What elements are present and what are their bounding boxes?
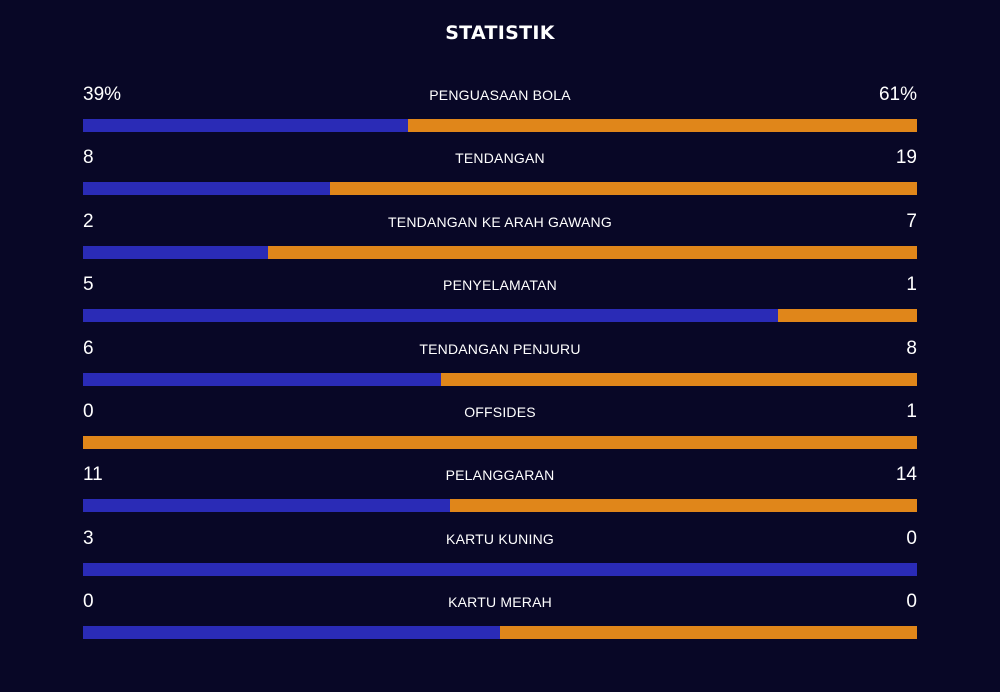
away-value: 0 <box>906 527 917 549</box>
away-value: 0 <box>906 591 917 613</box>
stat-bar <box>83 626 917 640</box>
stat-row-possession: 39% PENGUASAAN BOLA 61% <box>83 80 917 143</box>
stat-bar <box>83 562 917 576</box>
away-bar-segment <box>500 626 917 640</box>
home-value: 0 <box>83 591 94 613</box>
stat-row-corners: 6 TENDANGAN PENJURU 8 <box>83 334 917 397</box>
away-bar-segment <box>268 245 917 259</box>
stat-label: PELANGGARAN <box>445 467 555 484</box>
away-bar-segment <box>329 182 917 196</box>
stat-bar <box>83 119 917 132</box>
stat-label: TENDANGAN PENJURU <box>419 340 581 357</box>
away-value: 19 <box>895 147 917 169</box>
stat-row-fouls: 11 PELANGGARAN 14 <box>83 460 917 523</box>
home-bar-segment <box>83 372 441 386</box>
home-value: 11 <box>83 464 103 486</box>
stat-label: TENDANGAN <box>455 150 545 167</box>
home-bar-segment <box>83 499 450 513</box>
stat-bar <box>83 245 917 259</box>
stat-label: KARTU KUNING <box>446 530 554 547</box>
home-value: 0 <box>83 400 94 422</box>
page-title: STATISTIK <box>445 22 555 44</box>
stat-bar <box>83 435 917 449</box>
home-value: 6 <box>83 337 94 359</box>
away-bar-segment <box>83 435 917 449</box>
away-value: 1 <box>906 400 917 422</box>
home-value: 3 <box>83 527 94 549</box>
home-bar-segment <box>83 562 917 576</box>
stat-bar <box>83 499 917 513</box>
stat-label: PENGUASAAN BOLA <box>429 87 571 103</box>
stat-label: PENYELAMATAN <box>443 277 557 294</box>
away-bar-segment <box>777 309 917 323</box>
stat-bar <box>83 372 917 386</box>
home-bar-segment <box>83 309 778 323</box>
away-value: 14 <box>895 464 917 486</box>
stat-label: KARTU MERAH <box>448 594 552 611</box>
stat-row-shots-on-target: 2 TENDANGAN KE ARAH GAWANG 7 <box>83 207 917 270</box>
home-value: 5 <box>83 274 94 296</box>
stat-bar <box>83 182 917 196</box>
stats-list: 39% PENGUASAAN BOLA 61% 8 TENDANGAN 19 2… <box>83 80 917 651</box>
home-bar-segment <box>83 245 269 259</box>
home-bar-segment <box>83 182 330 196</box>
home-bar-segment <box>83 119 409 132</box>
stat-label: OFFSIDES <box>464 403 536 420</box>
stat-row-offsides: 0 OFFSIDES 1 <box>83 397 917 460</box>
away-value: 8 <box>906 337 917 359</box>
away-bar-segment <box>408 119 917 132</box>
home-bar-segment <box>83 626 500 640</box>
stat-row-shots: 8 TENDANGAN 19 <box>83 143 917 206</box>
home-value: 8 <box>83 147 94 169</box>
away-value: 61% <box>878 84 917 105</box>
away-bar-segment <box>449 499 917 513</box>
away-bar-segment <box>440 372 917 386</box>
stat-row-red-cards: 0 KARTU MERAH 0 <box>83 587 917 650</box>
home-value: 39% <box>83 84 122 105</box>
away-value: 1 <box>906 274 917 296</box>
away-value: 7 <box>906 210 917 232</box>
home-value: 2 <box>83 210 94 232</box>
stat-row-yellow-cards: 3 KARTU KUNING 0 <box>83 524 917 587</box>
stat-label: TENDANGAN KE ARAH GAWANG <box>388 213 612 230</box>
stat-row-saves: 5 PENYELAMATAN 1 <box>83 270 917 333</box>
stat-bar <box>83 309 917 323</box>
